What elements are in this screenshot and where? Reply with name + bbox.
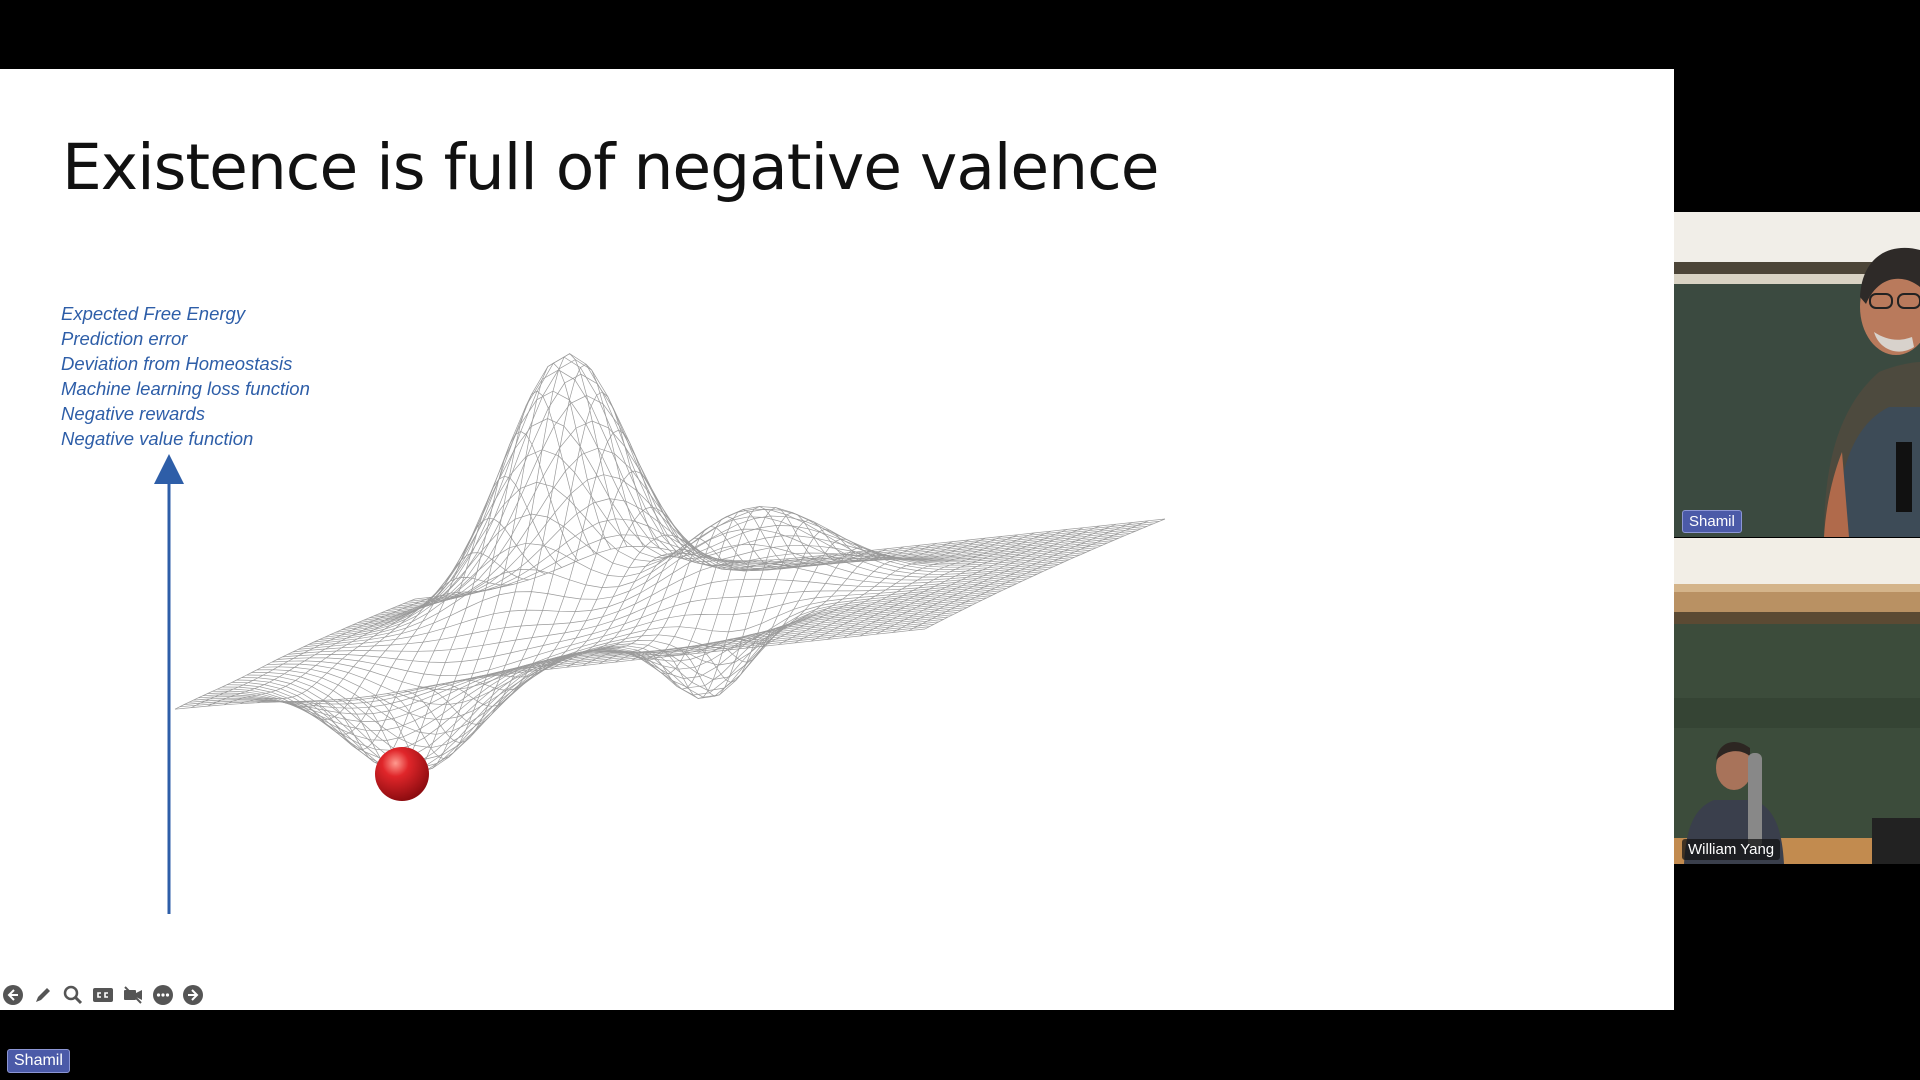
arrow-left-circle-icon — [3, 985, 23, 1005]
mesh-line — [582, 516, 823, 666]
captions-button[interactable] — [92, 984, 114, 1006]
mesh-line — [321, 475, 562, 764]
axis-label-list: Expected Free Energy Prediction error De… — [61, 301, 310, 451]
participant-name: William Yang — [1682, 839, 1781, 860]
axis-label: Negative rewards — [61, 403, 205, 424]
participant-video-tile[interactable]: Shamil — [1674, 212, 1920, 537]
axis-label: Machine learning loss function — [61, 378, 310, 399]
mesh-line — [452, 470, 693, 691]
axis-label: Expected Free Energy — [61, 303, 246, 324]
mesh-line — [468, 506, 709, 680]
mesh-line — [778, 534, 1019, 646]
presentation-slide: Existence is full of negative valence Ex… — [0, 69, 1674, 1010]
camera-off-icon — [124, 986, 142, 1004]
mesh-line — [859, 525, 1100, 637]
mesh-line — [337, 430, 579, 773]
participant-name: Shamil — [1682, 510, 1742, 533]
mesh-line — [615, 506, 856, 690]
mesh-line — [745, 537, 986, 649]
more-button[interactable] — [152, 984, 174, 1006]
mesh-line — [924, 518, 1166, 630]
next-slide-button[interactable] — [182, 984, 204, 1006]
pen-icon — [36, 988, 50, 1002]
mesh-line — [517, 556, 758, 674]
arrow-right-circle-icon — [183, 985, 203, 1005]
mesh-line — [484, 534, 725, 678]
mesh-line — [696, 538, 937, 654]
mesh-line — [892, 522, 1133, 633]
mesh-line — [368, 373, 1120, 619]
wireframe-surface — [174, 353, 1166, 775]
mesh-line — [386, 353, 628, 759]
mesh-line — [566, 526, 807, 668]
red-ball — [375, 747, 429, 801]
mesh-line — [875, 523, 1117, 635]
zoom-button[interactable] — [62, 984, 84, 1006]
mesh-line — [533, 548, 774, 672]
slide-title: Existence is full of negative valence — [62, 131, 1160, 204]
mesh-line — [794, 532, 1035, 644]
camera-button[interactable] — [122, 984, 144, 1006]
pen-button[interactable] — [32, 984, 54, 1006]
mesh-line — [663, 519, 905, 683]
mesh-line — [414, 518, 1166, 600]
mesh-line — [240, 590, 481, 705]
cc-icon — [93, 988, 113, 1002]
mesh-line — [712, 541, 954, 652]
mesh-line — [335, 418, 1086, 633]
participant-video — [1674, 538, 1920, 864]
mesh-line — [231, 599, 982, 775]
mesh-line — [843, 527, 1084, 639]
mesh-line — [266, 583, 1017, 706]
mesh-line — [289, 552, 530, 735]
mesh-line — [729, 539, 970, 651]
participant-video — [1674, 212, 1920, 537]
energy-landscape-figure — [154, 353, 1166, 914]
mesh-line — [272, 577, 513, 720]
mesh-line — [305, 517, 546, 751]
mesh-line — [217, 607, 968, 761]
mesh-line — [419, 391, 660, 725]
axis-label: Prediction error — [61, 328, 188, 349]
mesh-line — [761, 536, 1003, 647]
magnifier-icon — [63, 985, 83, 1005]
slide-control-bar — [2, 984, 204, 1006]
mesh-line — [370, 362, 612, 771]
active-speaker-label: Shamil — [7, 1049, 70, 1073]
mesh-line — [403, 363, 644, 744]
mesh-line — [631, 507, 872, 699]
mesh-line — [908, 520, 1149, 632]
more-icon — [153, 985, 173, 1005]
mesh-line — [549, 537, 791, 670]
mesh-line — [827, 529, 1068, 640]
axis-label: Deviation from Homeostasis — [61, 353, 293, 374]
mesh-line — [174, 598, 416, 710]
mesh-line — [207, 594, 448, 707]
axis-label: Negative value function — [61, 428, 254, 449]
mesh-line — [810, 530, 1052, 642]
mesh-line — [435, 429, 677, 707]
participant-video-tile[interactable]: William Yang — [1674, 538, 1920, 864]
mesh-line — [191, 596, 432, 708]
mesh-line — [647, 512, 888, 697]
previous-slide-button[interactable] — [2, 984, 24, 1006]
mesh-line — [256, 587, 497, 708]
mesh-line — [354, 390, 595, 775]
